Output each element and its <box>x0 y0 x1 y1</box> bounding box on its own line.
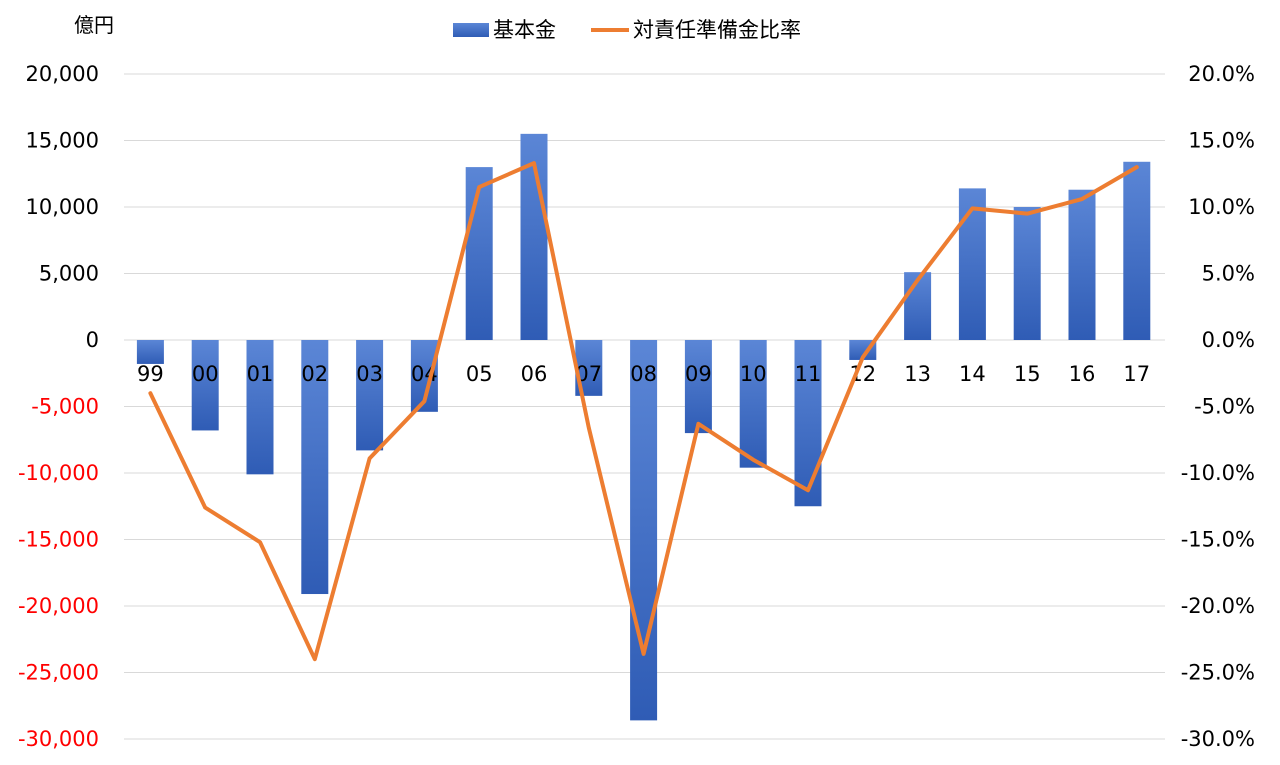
left-axis-ticks: 20,000 15,000 10,000 5,000 0 -5,000 -10,000 -15… <box>18 62 99 751</box>
right-tick-label: 10.0% <box>1188 195 1255 219</box>
category-label: 11 <box>795 362 822 386</box>
right-axis-ticks: 20.0% 15.0% 10.0% 5.0% 0.0% -5.0% -10.0% -15.0%… <box>1181 62 1255 751</box>
left-tick-label: -10,000 <box>18 461 99 485</box>
bar-15 <box>1013 207 1041 340</box>
left-tick-label: -20,000 <box>18 594 99 618</box>
bar-11 <box>794 340 822 507</box>
left-tick-label: 15,000 <box>26 129 99 153</box>
category-label: 06 <box>521 362 548 386</box>
right-tick-label: 15.0% <box>1188 129 1255 153</box>
bar-10 <box>739 340 767 468</box>
legend-swatch-bar <box>453 23 489 37</box>
category-label: 05 <box>466 362 493 386</box>
category-label: 16 <box>1069 362 1096 386</box>
left-tick-label: -15,000 <box>18 528 99 552</box>
right-tick-label: 20.0% <box>1188 62 1255 86</box>
category-label: 01 <box>247 362 274 386</box>
left-tick-label: 5,000 <box>39 262 99 286</box>
category-label: 00 <box>192 362 219 386</box>
bar-05 <box>465 167 493 340</box>
bar-99 <box>136 340 164 364</box>
category-label: 15 <box>1014 362 1041 386</box>
left-tick-label: 10,000 <box>26 195 99 219</box>
category-label: 02 <box>301 362 328 386</box>
category-label: 08 <box>630 362 657 386</box>
bar-03 <box>356 340 384 451</box>
category-label: 10 <box>740 362 767 386</box>
right-tick-label: -20.0% <box>1181 594 1255 618</box>
right-tick-label: -15.0% <box>1181 528 1255 552</box>
right-tick-label: -10.0% <box>1181 461 1255 485</box>
category-labels: 99 00 01 02 03 04 05 06 07 08 09 10 11 12 13 14 15 16 17 <box>137 362 1150 386</box>
left-tick-label: 0 <box>86 328 99 352</box>
bar-16 <box>1068 189 1096 340</box>
legend-label-bar: 基本金 <box>493 18 556 42</box>
right-tick-label: -25.0% <box>1181 661 1255 685</box>
category-label: 13 <box>904 362 931 386</box>
legend: 基本金 対責任準備金比率 <box>453 18 801 42</box>
bar-14 <box>958 188 986 340</box>
bar-02 <box>301 340 329 595</box>
category-label: 99 <box>137 362 164 386</box>
right-tick-label: 5.0% <box>1202 262 1255 286</box>
bar-17 <box>1123 161 1151 340</box>
right-tick-label: 0.0% <box>1202 328 1255 352</box>
right-tick-label: -5.0% <box>1194 395 1255 419</box>
left-tick-label: 20,000 <box>26 62 99 86</box>
left-tick-label: -30,000 <box>18 727 99 751</box>
left-tick-label: -5,000 <box>31 395 99 419</box>
left-tick-label: -25,000 <box>18 661 99 685</box>
legend-label-line: 対責任準備金比率 <box>633 18 801 42</box>
category-label: 14 <box>959 362 986 386</box>
category-label: 09 <box>685 362 712 386</box>
line-series <box>148 161 1139 662</box>
bar-00 <box>191 340 219 431</box>
bar-08 <box>630 340 658 721</box>
bar-01 <box>246 340 274 475</box>
bar-09 <box>684 340 712 434</box>
category-label: 03 <box>356 362 383 386</box>
bar-series <box>136 133 1151 721</box>
category-label: 17 <box>1123 362 1150 386</box>
y-axis-unit-label: 億円 <box>74 13 114 37</box>
right-tick-label: -30.0% <box>1181 727 1255 751</box>
